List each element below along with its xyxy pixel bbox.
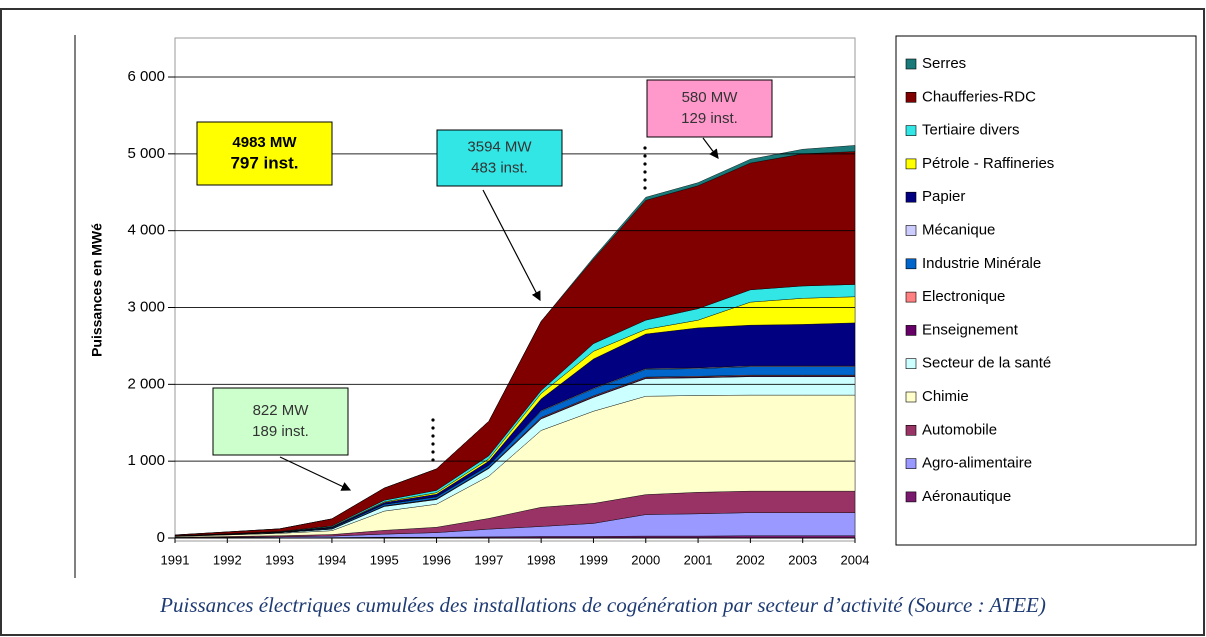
annotation-text: 822 MW (253, 402, 310, 419)
annotation-box (646, 79, 773, 138)
legend-label: Chaufferies-RDC (922, 88, 1036, 105)
y-tick-label: 5 000 (127, 145, 165, 162)
legend (895, 35, 1197, 546)
legend-label: Agro-alimentaire (922, 455, 1032, 472)
y-tick-label: 3 000 (127, 298, 165, 315)
legend-label: Pétrole - Raffineries (922, 155, 1054, 172)
legend-swatch (905, 458, 917, 469)
arrow (482, 189, 541, 302)
legend-label: Industrie Minérale (922, 255, 1041, 272)
legend-swatch (905, 391, 917, 403)
x-tick-label: 2003 (788, 552, 817, 567)
annotation-text: 797 inst. (230, 153, 298, 172)
legend-label: Aéronautique (922, 488, 1011, 505)
legend-swatch (905, 92, 917, 103)
annotation-text: 580 MW (682, 89, 739, 106)
y-tick-label: 6 000 (127, 68, 165, 85)
x-tick-label: 1999 (579, 552, 608, 567)
legend-label: Mécanique (922, 221, 995, 238)
arrow (702, 137, 719, 159)
y-tick-label: 1 000 (127, 452, 165, 469)
legend-swatch (905, 125, 917, 136)
legend-swatch (905, 358, 917, 370)
caption: Puissances électriques cumulées des inst… (159, 593, 1046, 617)
legend-label: Electronique (922, 288, 1005, 305)
annotation-box (436, 129, 563, 187)
x-tick-label: 2004 (841, 552, 870, 567)
x-tick-label: 1993 (265, 552, 294, 567)
legend-swatch (905, 191, 917, 203)
annotation-text: 129 inst. (681, 110, 738, 127)
legend-label: Enseignement (922, 321, 1019, 338)
x-tick-label: 1994 (317, 552, 346, 567)
area (174, 145, 856, 536)
legend-swatch (905, 225, 917, 236)
x-tick-label: 2001 (684, 552, 713, 567)
y-tick-label: 4 000 (127, 222, 165, 239)
y-tick-label: 0 (157, 529, 165, 546)
legend-label: Chimie (922, 388, 969, 405)
annotation-box (212, 387, 349, 456)
y-tick-label: 2 000 (127, 375, 165, 392)
legend-swatch (905, 325, 917, 336)
annotation-text: 483 inst. (471, 159, 528, 176)
x-tick-label: 1991 (161, 552, 190, 567)
dots (431, 146, 647, 462)
arrow (279, 456, 352, 491)
legend-label: Automobile (922, 421, 997, 438)
x-tick-label: 1992 (213, 552, 242, 567)
annotation-text: 189 inst. (252, 423, 309, 440)
x-tick-label: 1995 (370, 552, 399, 567)
annotation-text: 4983 MW (232, 134, 297, 151)
legend-label: Secteur de la santé (922, 355, 1051, 372)
legend-swatch (905, 258, 917, 270)
y-axis-label: Puissances en MWé (89, 223, 105, 357)
annotation-box (196, 121, 333, 186)
x-tick-label: 2000 (631, 552, 660, 567)
legend-swatch (905, 158, 917, 170)
legend-swatch (905, 291, 917, 303)
legend-swatch (905, 424, 917, 436)
x-tick-label: 1996 (422, 552, 451, 567)
legend-label: Serres (922, 55, 966, 72)
legend-label: Papier (922, 188, 965, 205)
legend-label: Tertiaire divers (922, 122, 1020, 139)
x-tick-label: 1997 (474, 552, 503, 567)
legend-swatch (905, 491, 917, 503)
annotation-text: 3594 MW (467, 138, 532, 155)
legend-swatch (905, 58, 917, 70)
x-tick-label: 1998 (527, 552, 556, 567)
x-tick-label: 2002 (736, 552, 765, 567)
